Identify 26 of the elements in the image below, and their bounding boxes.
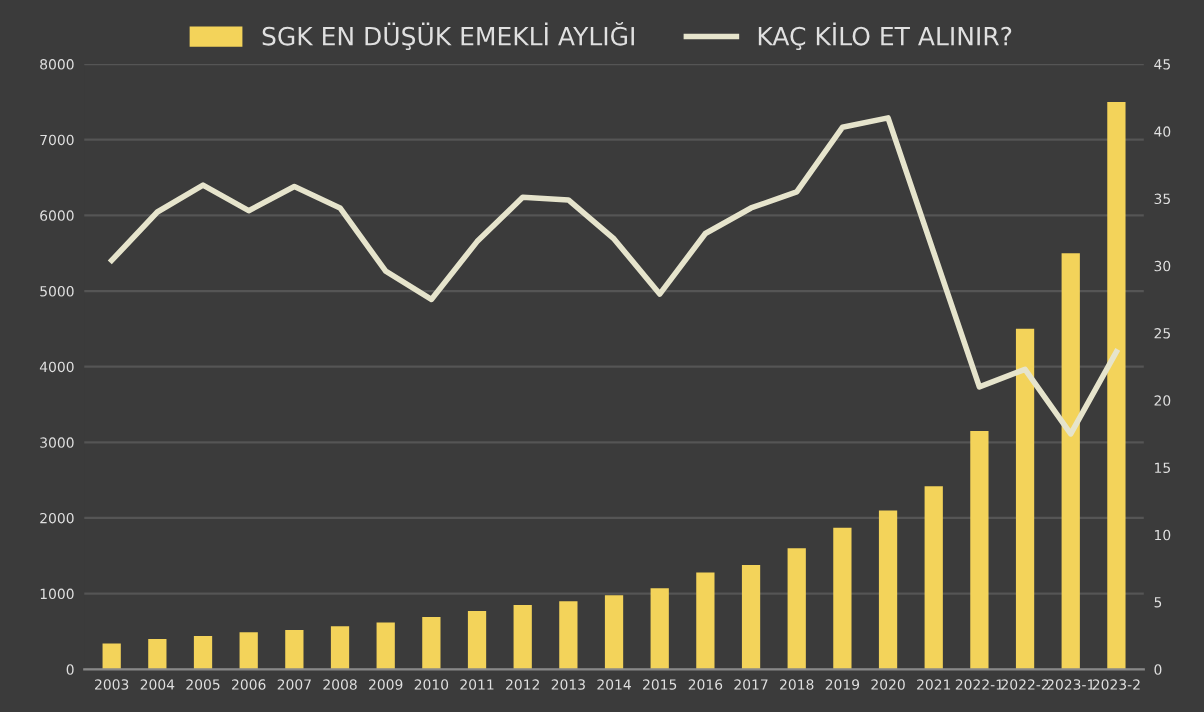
bar (787, 548, 806, 670)
bar (422, 617, 441, 670)
bar (193, 635, 213, 670)
bar (559, 601, 578, 670)
bar (878, 510, 898, 670)
bar (1107, 101, 1126, 670)
legend-label: SGK EN DÜŞÜK EMEKLİ AYLIĞI (262, 22, 634, 51)
bar (650, 588, 669, 670)
bar (924, 486, 943, 670)
bar (148, 639, 167, 670)
bar (1061, 253, 1080, 670)
bar (467, 611, 487, 670)
bar (741, 564, 761, 670)
bar (285, 629, 304, 670)
bar (696, 572, 715, 670)
bar (513, 604, 532, 670)
bar (239, 632, 258, 670)
bar (833, 527, 852, 670)
bar (1015, 328, 1035, 670)
bar (376, 622, 395, 670)
bar (330, 626, 350, 670)
bar (970, 430, 989, 670)
bar (604, 595, 624, 670)
line-series (108, 115, 1120, 437)
legend-label: KAÇ KİLO ET ALINIR? (758, 22, 1012, 51)
bar (102, 643, 121, 670)
